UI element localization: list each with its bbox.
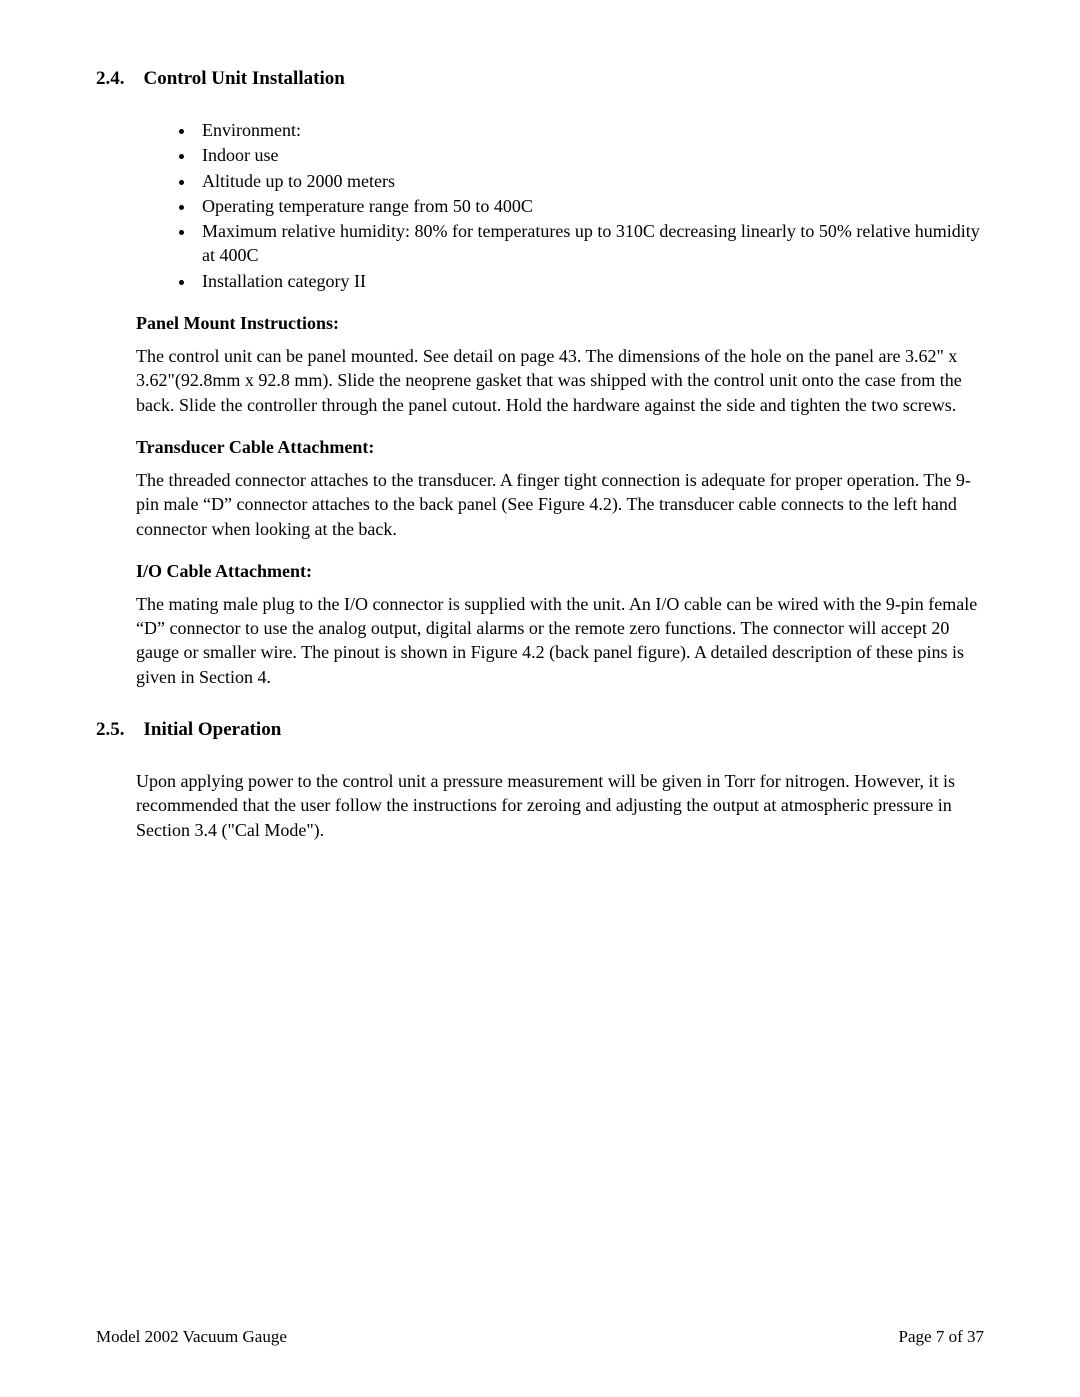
page-footer: Model 2002 Vacuum Gauge Page 7 of 37 (96, 1327, 984, 1347)
section-2-5-content: Upon applying power to the control unit … (96, 759, 984, 842)
list-item: Maximum relative humidity: 80% for tempe… (196, 219, 984, 268)
section-number: 2.4. (96, 68, 125, 89)
section-title: Control Unit Installation (144, 68, 345, 89)
list-item: Indoor use (196, 143, 984, 167)
paragraph-initial-operation: Upon applying power to the control unit … (136, 769, 984, 842)
sub-heading-panel-mount: Panel Mount Instructions: (136, 313, 984, 334)
environment-list: Environment: Indoor use Altitude up to 2… (136, 118, 984, 293)
section-number: 2.5. (96, 719, 125, 740)
footer-right: Page 7 of 37 (899, 1327, 984, 1347)
section-2-4-content: Environment: Indoor use Altitude up to 2… (96, 108, 984, 689)
list-item: Environment: (196, 118, 984, 142)
paragraph-transducer: The threaded connector attaches to the t… (136, 468, 984, 541)
list-item: Altitude up to 2000 meters (196, 169, 984, 193)
section-heading-2-5: 2.5. Initial Operation (96, 719, 984, 741)
section-heading-2-4: 2.4. Control Unit Installation (96, 68, 984, 90)
section-title: Initial Operation (144, 719, 282, 740)
list-item: Operating temperature range from 50 to 4… (196, 194, 984, 218)
sub-heading-transducer: Transducer Cable Attachment: (136, 437, 984, 458)
footer-left: Model 2002 Vacuum Gauge (96, 1327, 287, 1347)
paragraph-io-cable: The mating male plug to the I/O connecto… (136, 592, 984, 689)
paragraph-panel-mount: The control unit can be panel mounted. S… (136, 344, 984, 417)
list-item: Installation category II (196, 269, 984, 293)
sub-heading-io-cable: I/O Cable Attachment: (136, 561, 984, 582)
